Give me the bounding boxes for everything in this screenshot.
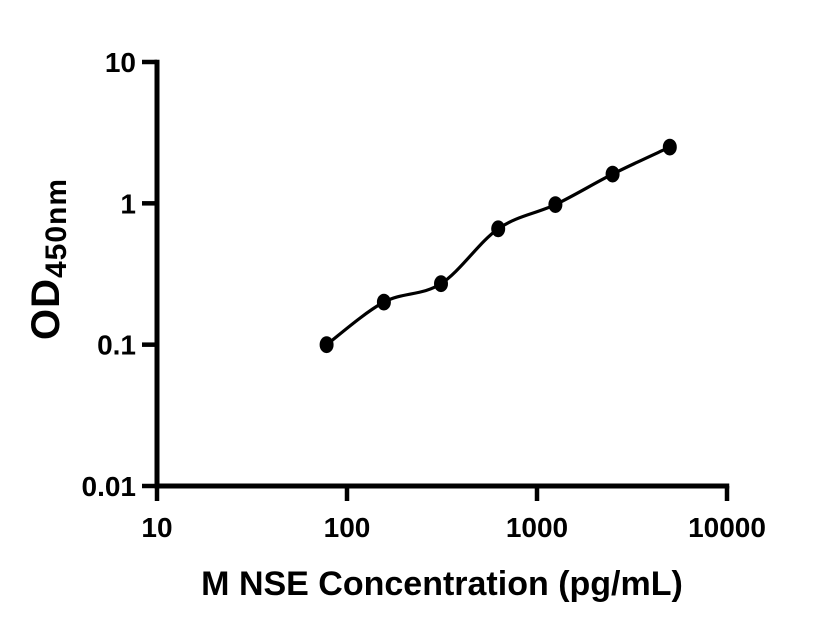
x-tick-label: 1000: [506, 512, 568, 543]
x-tick-label: 10000: [688, 512, 766, 543]
axes: [154, 59, 730, 489]
data-points: [319, 138, 677, 354]
y-axis-ticks: 0.01 0.1 1 10: [82, 47, 157, 502]
x-axis-ticks: 10 100 1000 10000: [141, 486, 766, 543]
x-axis-title: M NSE Concentration (pg/mL): [201, 565, 683, 603]
data-point: [605, 165, 620, 183]
y-tick-label: 0.1: [97, 330, 136, 361]
y-tick-label: 10: [105, 47, 136, 78]
data-point: [662, 138, 677, 156]
data-point: [548, 196, 563, 214]
data-point: [376, 293, 391, 311]
y-axis-title: OD450nm: [24, 178, 73, 340]
x-tick-label: 100: [324, 512, 371, 543]
y-tick-label: 1: [120, 188, 136, 219]
y-axis-title-main: OD: [24, 278, 68, 340]
y-axis-title-sub: 450nm: [40, 178, 73, 278]
data-point: [319, 336, 334, 354]
x-tick-label: 10: [141, 512, 172, 543]
data-point: [434, 275, 448, 293]
y-tick-label: 0.01: [82, 471, 137, 502]
data-point: [491, 220, 506, 238]
